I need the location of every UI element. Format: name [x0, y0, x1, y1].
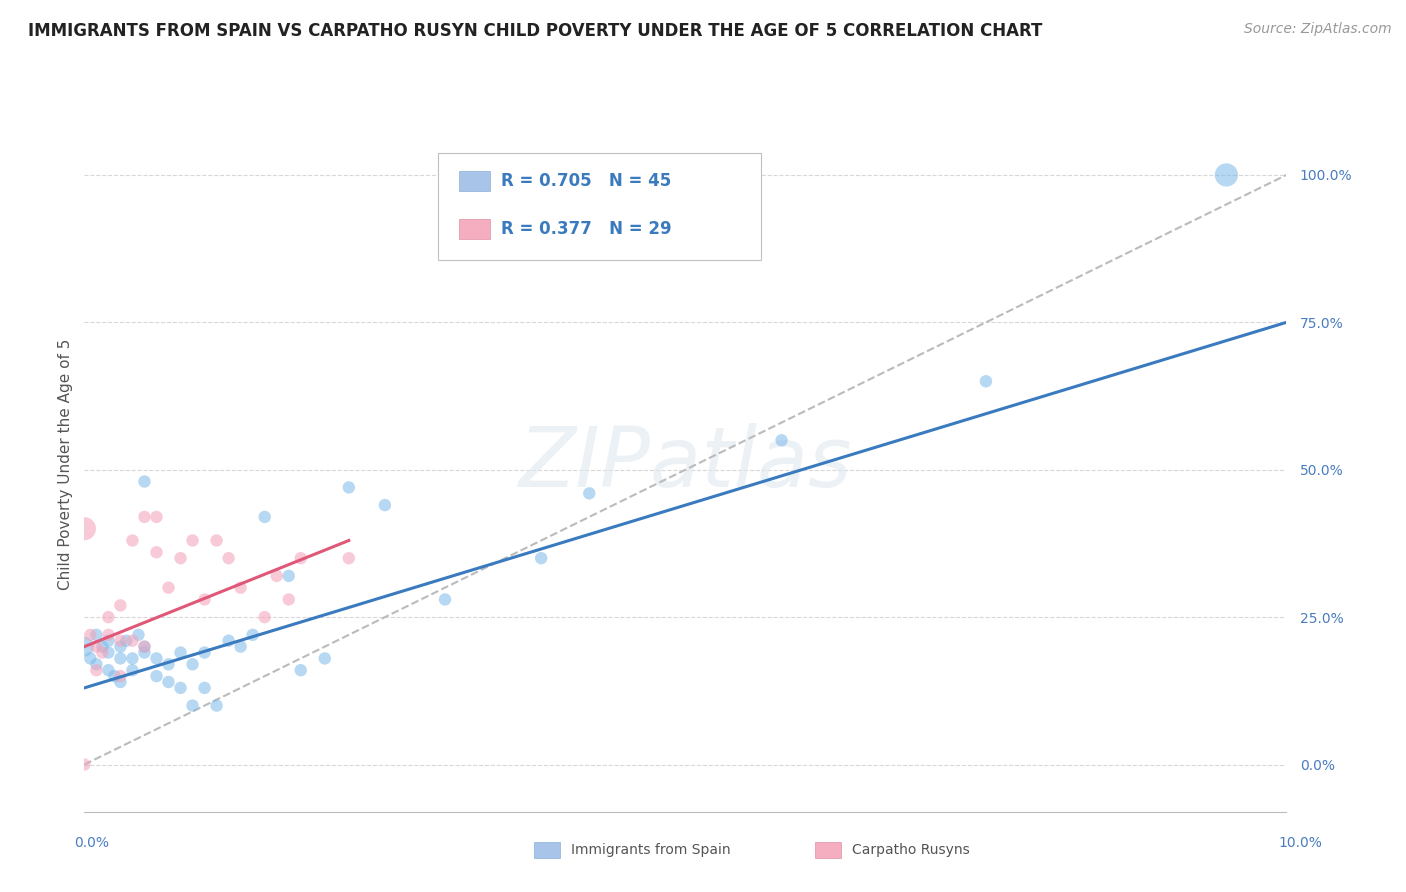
Point — [86, 640, 108, 654]
Point — [73, 640, 96, 654]
Point — [145, 651, 167, 665]
Point — [157, 675, 180, 690]
Point — [127, 628, 149, 642]
Y-axis label: Child Poverty Under the Age of 5: Child Poverty Under the Age of 5 — [58, 338, 73, 590]
Point — [97, 628, 120, 642]
Text: R = 0.705   N = 45: R = 0.705 N = 45 — [502, 172, 672, 190]
Text: 0.0%: 0.0% — [75, 836, 108, 850]
Point — [97, 663, 120, 677]
Point — [134, 646, 156, 660]
Point — [374, 498, 396, 512]
Point — [115, 633, 138, 648]
Point — [110, 669, 132, 683]
Point — [145, 509, 167, 524]
Point — [169, 551, 191, 566]
Point — [434, 592, 457, 607]
Point — [218, 551, 240, 566]
Point — [79, 628, 101, 642]
Point — [145, 669, 167, 683]
Point — [121, 633, 143, 648]
Point — [337, 480, 360, 494]
Point — [157, 657, 180, 672]
Point — [134, 640, 156, 654]
Point — [110, 633, 132, 648]
Point — [290, 663, 312, 677]
Point — [86, 657, 108, 672]
Point — [229, 581, 252, 595]
Point — [110, 651, 132, 665]
Point — [266, 569, 288, 583]
Text: IMMIGRANTS FROM SPAIN VS CARPATHO RUSYN CHILD POVERTY UNDER THE AGE OF 5 CORRELA: IMMIGRANTS FROM SPAIN VS CARPATHO RUSYN … — [28, 22, 1042, 40]
Point — [205, 533, 228, 548]
Point — [181, 533, 204, 548]
Point — [97, 646, 120, 660]
Point — [242, 628, 264, 642]
Point — [134, 640, 156, 654]
Point — [73, 757, 96, 772]
Point — [134, 475, 156, 489]
Point — [205, 698, 228, 713]
Point — [73, 522, 96, 536]
Point — [157, 581, 180, 595]
Point — [277, 592, 299, 607]
Point — [218, 633, 240, 648]
Point — [181, 657, 204, 672]
Point — [770, 434, 793, 448]
Text: ZIPatlas: ZIPatlas — [519, 424, 852, 504]
Point — [121, 651, 143, 665]
Point — [277, 569, 299, 583]
Point — [110, 675, 132, 690]
Point — [337, 551, 360, 566]
Point — [121, 663, 143, 677]
Point — [145, 545, 167, 559]
Text: R = 0.377   N = 29: R = 0.377 N = 29 — [502, 220, 672, 238]
Point — [86, 663, 108, 677]
Point — [181, 698, 204, 713]
Point — [578, 486, 600, 500]
Point — [97, 633, 120, 648]
Point — [169, 681, 191, 695]
Point — [91, 640, 114, 654]
Point — [290, 551, 312, 566]
Point — [253, 509, 276, 524]
Point — [121, 533, 143, 548]
Point — [91, 646, 114, 660]
Point — [86, 628, 108, 642]
Point — [194, 646, 217, 660]
Text: Source: ZipAtlas.com: Source: ZipAtlas.com — [1244, 22, 1392, 37]
Text: Immigrants from Spain: Immigrants from Spain — [571, 843, 731, 857]
Point — [194, 592, 217, 607]
Point — [103, 669, 125, 683]
Point — [134, 509, 156, 524]
Point — [530, 551, 553, 566]
Text: Carpatho Rusyns: Carpatho Rusyns — [852, 843, 970, 857]
Text: 10.0%: 10.0% — [1278, 836, 1323, 850]
Point — [1215, 168, 1237, 182]
Point — [314, 651, 336, 665]
Point — [169, 646, 191, 660]
Point — [79, 651, 101, 665]
Point — [110, 640, 132, 654]
Point — [97, 610, 120, 624]
Point — [974, 374, 997, 388]
Point — [253, 610, 276, 624]
Point — [194, 681, 217, 695]
Point — [229, 640, 252, 654]
Point — [110, 599, 132, 613]
